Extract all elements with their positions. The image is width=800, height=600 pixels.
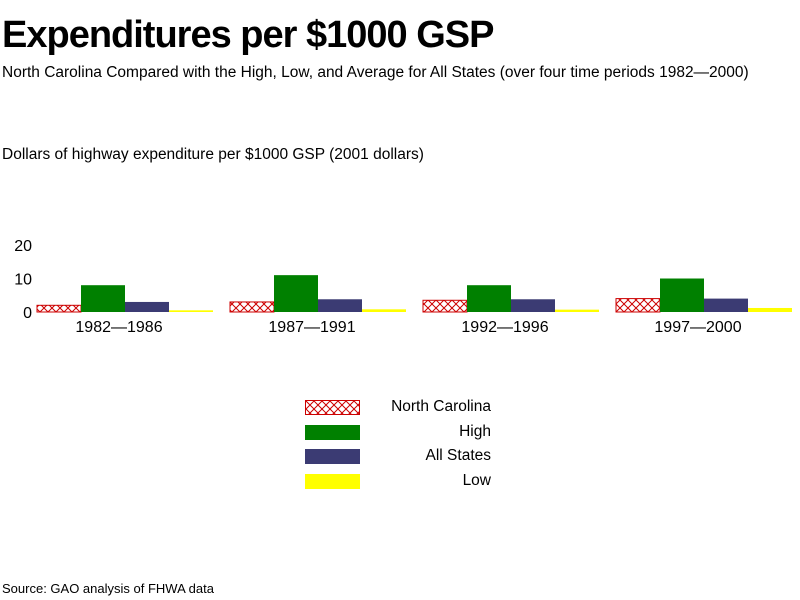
bar-all-states	[704, 298, 748, 312]
legend-item-north-carolina: North Carolina	[305, 398, 495, 423]
y-tick-label: 20	[14, 238, 32, 255]
legend-item-all-states: All States	[305, 447, 495, 472]
bar-low	[748, 307, 792, 312]
chart-subtitle: North Carolina Compared with the High, L…	[2, 64, 749, 81]
bar-high	[467, 285, 511, 312]
bar-all-states	[511, 299, 555, 312]
x-tick-label: 1997—2000	[654, 319, 741, 336]
y-tick-label: 0	[23, 305, 32, 322]
legend-swatch-all-states	[305, 449, 360, 464]
bar-all-states	[125, 301, 169, 312]
y-axis-label: Dollars of highway expenditure per $1000…	[2, 146, 424, 163]
chart-title: Expenditures per $1000 GSP	[2, 14, 494, 56]
legend-item-high: High	[305, 423, 495, 448]
legend-label-high: High	[459, 422, 491, 440]
bar-north-carolina	[36, 304, 82, 313]
legend-swatch-high	[305, 424, 360, 440]
bar-north-carolina	[422, 299, 468, 313]
legend-item-low: Low	[305, 472, 495, 497]
x-tick-label: 1992—1996	[461, 319, 548, 336]
bar-high	[274, 275, 318, 312]
bar-all-states	[318, 299, 362, 312]
legend-label-all-states: All States	[425, 447, 491, 464]
bar-north-carolina	[615, 298, 661, 313]
bar-low	[362, 309, 406, 312]
bar-high	[660, 278, 704, 312]
bar-high	[81, 285, 125, 312]
x-tick-label: 1982—1986	[75, 319, 162, 336]
x-tick-label: 1987—1991	[268, 319, 355, 336]
y-tick-label: 10	[14, 272, 32, 289]
bar-low	[555, 309, 599, 312]
bar-north-carolina	[229, 301, 275, 313]
legend-label-north-carolina: North Carolina	[391, 398, 491, 415]
bar-chart: 0 10 20 1982—1986 1987—1991 1992—1996 1997—20…	[14, 238, 792, 336]
source-note: Source: GAO analysis of FHWA data	[2, 581, 214, 596]
bar-low	[169, 310, 213, 312]
legend-swatch-north-carolina	[305, 400, 360, 415]
legend: North Carolina High All States Low	[305, 398, 495, 496]
legend-swatch-low	[305, 473, 360, 489]
legend-label-low: Low	[462, 471, 491, 489]
